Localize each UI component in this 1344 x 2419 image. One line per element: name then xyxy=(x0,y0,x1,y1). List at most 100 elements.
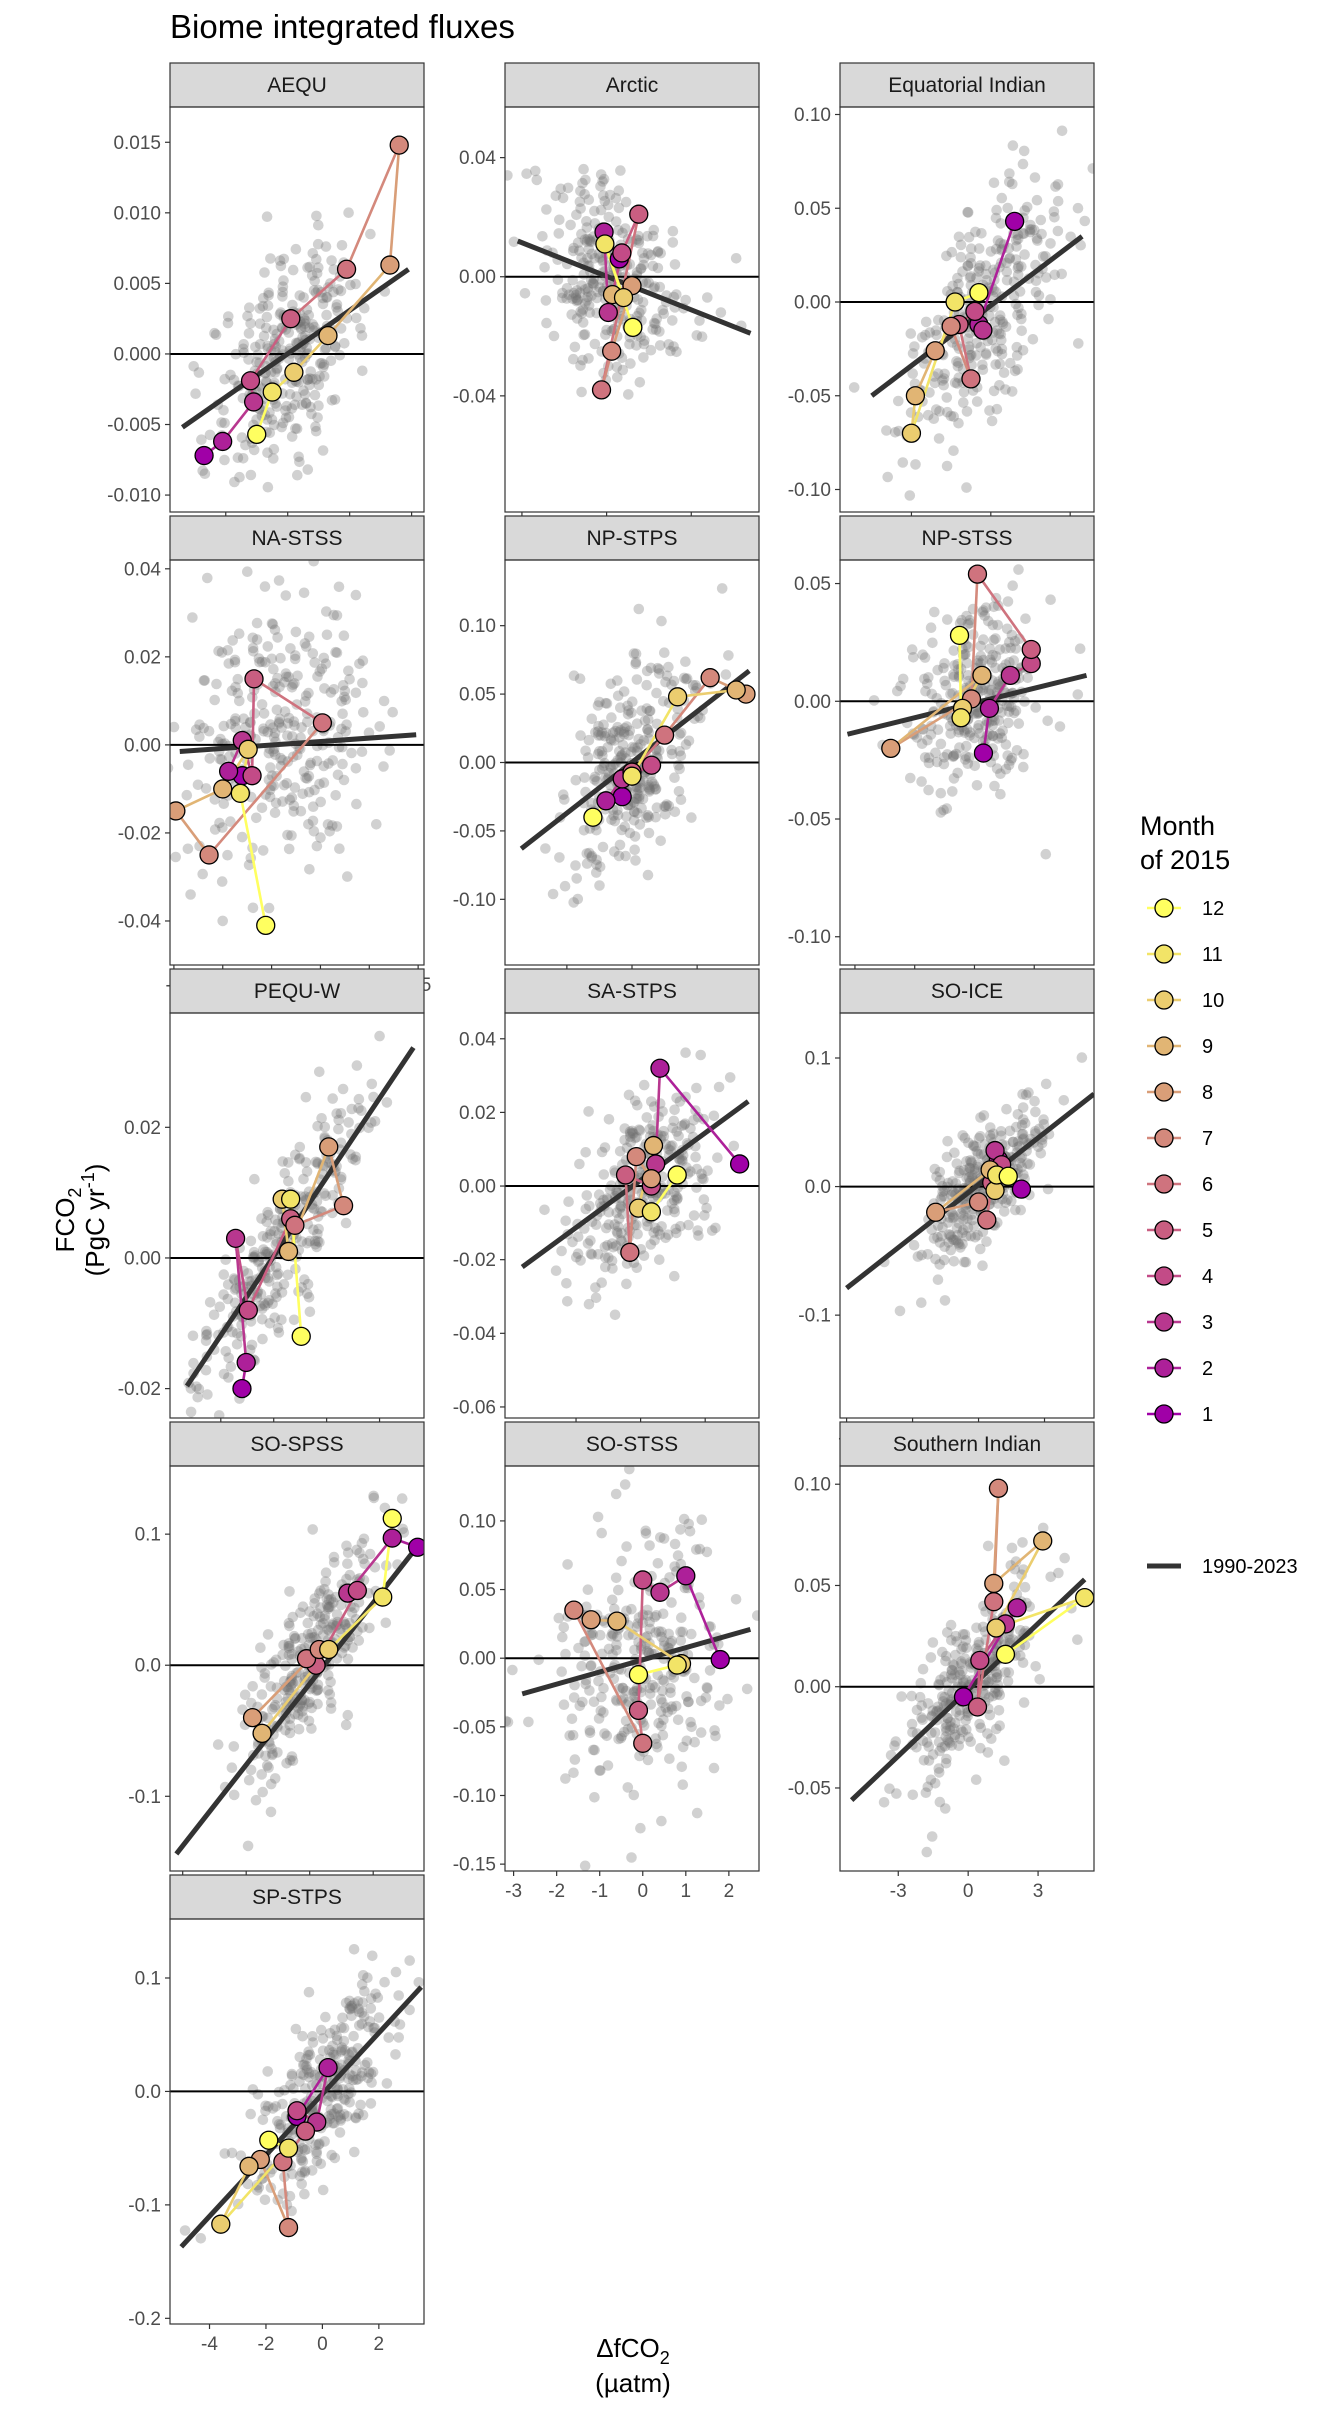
history-point xyxy=(664,1572,675,1583)
history-point xyxy=(297,2030,308,2042)
history-point xyxy=(343,2049,355,2060)
month-point-12 xyxy=(623,317,643,338)
history-point xyxy=(584,1725,596,1736)
month-point-7 xyxy=(278,2217,299,2238)
history-point xyxy=(357,1970,369,1981)
facet-strip xyxy=(169,1421,425,1467)
history-point xyxy=(290,2023,302,2035)
history-point xyxy=(258,726,270,737)
history-point xyxy=(1030,286,1042,298)
history-point xyxy=(323,1669,334,1681)
history-point xyxy=(961,1724,972,1735)
history-point xyxy=(283,1684,295,1696)
legend-month-swatch xyxy=(1154,1174,1174,1194)
legend-month-label: 2 xyxy=(1202,1358,1213,1380)
history-point xyxy=(1024,226,1036,238)
history-point xyxy=(938,804,949,816)
plot-area xyxy=(505,583,759,908)
history-point xyxy=(1010,254,1022,265)
history-point xyxy=(195,2233,207,2244)
history-point xyxy=(256,656,268,668)
history-point xyxy=(647,230,659,242)
history-point xyxy=(331,2034,343,2046)
history-point xyxy=(612,675,623,686)
history-point xyxy=(661,670,673,682)
history-point xyxy=(287,1611,299,1623)
history-point xyxy=(581,295,593,306)
history-point xyxy=(312,1684,324,1696)
history-point xyxy=(580,174,591,186)
y-tick-label: 0.02 xyxy=(459,1103,496,1124)
history-point xyxy=(1002,1194,1013,1205)
history-point xyxy=(265,253,276,264)
month-point-7 xyxy=(602,341,622,361)
history-point xyxy=(312,1120,323,1132)
history-point xyxy=(246,1339,258,1351)
history-point xyxy=(633,1124,645,1135)
history-point xyxy=(984,405,995,416)
history-point xyxy=(353,2006,365,2018)
history-point xyxy=(1003,1667,1015,1678)
facet-na-stss: NA-STSS-0.04-0.020.000.020.04-5-2.502.55… xyxy=(118,515,431,996)
history-point xyxy=(965,1230,977,1242)
history-point xyxy=(712,1152,723,1163)
history-point xyxy=(979,610,990,621)
history-point xyxy=(548,330,560,342)
history-point xyxy=(678,1513,690,1525)
history-point xyxy=(667,315,678,326)
history-point xyxy=(988,385,1000,397)
history-point xyxy=(605,761,616,772)
y-tick-label: 0.02 xyxy=(124,1118,161,1139)
history-point xyxy=(263,1295,275,1306)
history-point xyxy=(362,2057,373,2068)
history-point xyxy=(325,355,337,367)
history-point xyxy=(623,389,634,400)
history-point xyxy=(240,439,251,451)
y-tick-label: 0.1 xyxy=(805,1049,831,1070)
history-point xyxy=(571,295,582,307)
history-point xyxy=(616,824,628,836)
history-point xyxy=(363,2021,374,2033)
history-point xyxy=(558,1622,570,1633)
history-point xyxy=(296,2152,307,2164)
history-point xyxy=(1008,707,1020,719)
history-point xyxy=(663,1143,674,1155)
history-point xyxy=(283,1617,295,1629)
history-point xyxy=(629,1686,640,1697)
history-point xyxy=(655,835,666,847)
history-point xyxy=(296,1236,308,1247)
history-point xyxy=(963,1172,975,1183)
history-point xyxy=(209,694,220,706)
y-tick-label: -0.005 xyxy=(107,415,161,436)
history-point xyxy=(893,425,904,437)
history-point xyxy=(286,431,298,442)
history-point xyxy=(1010,1556,1022,1567)
history-point xyxy=(261,211,273,222)
history-point xyxy=(586,290,597,302)
history-point xyxy=(671,1191,682,1202)
history-point xyxy=(209,327,220,339)
history-point xyxy=(631,340,642,351)
history-point xyxy=(309,389,321,401)
legend-title-line1: Month xyxy=(1140,811,1215,841)
history-point xyxy=(1020,1089,1032,1101)
history-point xyxy=(204,753,216,764)
history-point xyxy=(274,255,286,266)
history-point xyxy=(995,1130,1007,1142)
month-point-7 xyxy=(199,845,219,865)
history-point xyxy=(677,1779,689,1790)
panel-border xyxy=(169,559,425,966)
history-point xyxy=(321,309,332,321)
panel-border xyxy=(169,1012,425,1419)
history-point xyxy=(541,317,552,329)
history-point xyxy=(323,1594,335,1606)
history-point xyxy=(669,772,680,783)
history-point xyxy=(222,1279,234,1290)
history-point xyxy=(313,379,325,391)
legend-month-label: 8 xyxy=(1202,1082,1213,1104)
history-point xyxy=(304,373,316,384)
history-point xyxy=(314,1611,326,1623)
month-segment xyxy=(327,1146,345,1207)
history-point xyxy=(622,1723,634,1735)
history-point xyxy=(309,1632,320,1643)
